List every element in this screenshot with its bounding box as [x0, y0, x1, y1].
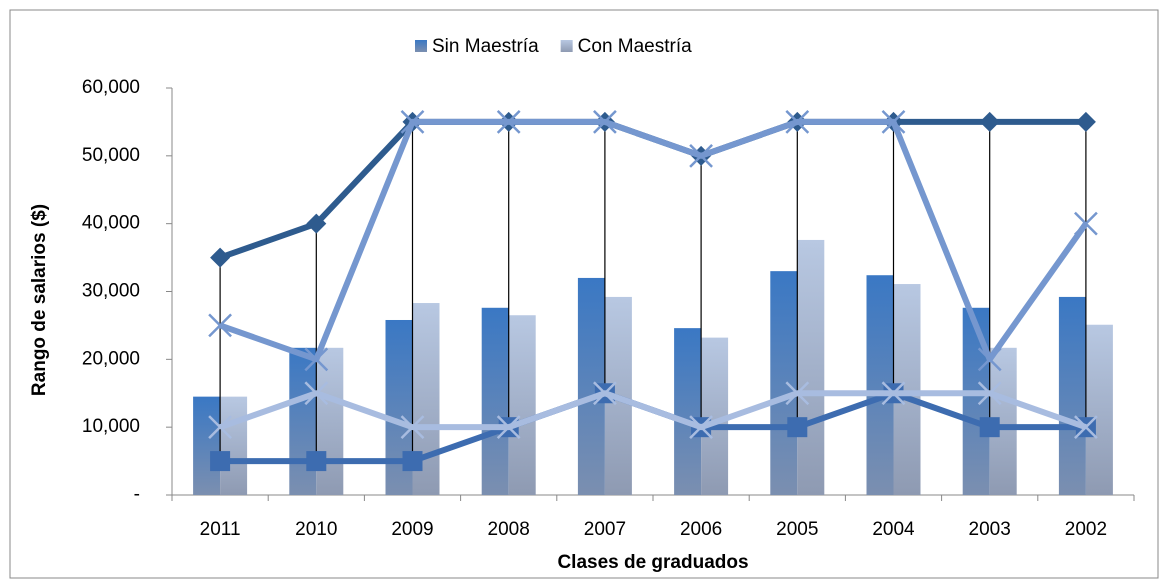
marker: [1074, 211, 1098, 236]
bar: [193, 396, 221, 495]
marker: [304, 347, 329, 372]
marker: [787, 417, 808, 438]
marker: [977, 347, 1002, 372]
y-axis-title: Rango de salarios ($): [29, 204, 50, 396]
bar: [1085, 324, 1113, 495]
marker: [881, 381, 906, 406]
bar: [674, 328, 702, 495]
marker: [979, 417, 1000, 438]
legend-label: Con Maestría: [578, 36, 692, 57]
marker: [402, 451, 423, 472]
marker: [689, 415, 713, 440]
x-tick-label: 2007: [584, 519, 626, 540]
legend-swatch: [560, 40, 573, 52]
bar: [289, 347, 317, 495]
marker: [304, 381, 329, 406]
y-tick-label: 40,000: [82, 213, 140, 234]
x-tick-label: 2008: [488, 519, 530, 540]
marker: [400, 415, 425, 440]
x-tick-label: 2006: [680, 519, 722, 540]
y-tick-label: 50,000: [82, 145, 140, 166]
bar: [962, 307, 990, 495]
bar: [481, 307, 509, 495]
bar: [220, 396, 248, 495]
x-tick-label: 2005: [776, 519, 818, 540]
marker: [689, 143, 713, 168]
bar: [797, 239, 825, 495]
x-tick-label: 2011: [200, 519, 241, 540]
x-tick-label: 2009: [391, 519, 433, 540]
marker: [785, 110, 810, 134]
marker: [1075, 111, 1096, 132]
marker: [306, 451, 327, 472]
y-tick-label: 10,000: [82, 416, 140, 437]
bar: [1058, 296, 1086, 495]
bar: [508, 315, 536, 495]
marker: [785, 381, 810, 406]
legend-swatch: [415, 40, 427, 52]
line-series: [219, 390, 1087, 431]
legend-label: Sin Maestría: [432, 36, 539, 57]
marker: [977, 381, 1002, 406]
x-axis-title: Clases de graduados: [557, 552, 748, 573]
x-tick-label: 2010: [295, 519, 337, 540]
marker: [306, 213, 327, 234]
y-tick-label: 60,000: [82, 77, 140, 98]
x-tick-label: 2002: [1065, 519, 1107, 540]
bar: [770, 271, 798, 495]
line-series: [219, 118, 1089, 363]
y-tick-label: -: [134, 484, 140, 505]
marker: [210, 247, 231, 268]
marker: [881, 110, 906, 134]
y-tick-label: 20,000: [82, 348, 140, 369]
marker: [593, 381, 617, 406]
marker: [210, 451, 231, 472]
y-tick-label: 30,000: [82, 281, 140, 302]
marker: [593, 110, 617, 134]
marker: [208, 313, 232, 338]
marker: [400, 110, 425, 134]
marker: [496, 415, 521, 440]
marker: [208, 415, 232, 440]
x-tick-label: 2004: [872, 519, 915, 540]
marker: [496, 110, 521, 134]
marker: [979, 111, 1000, 132]
x-tick-label: 2003: [969, 519, 1011, 540]
bar: [316, 347, 344, 495]
marker: [1074, 415, 1098, 440]
